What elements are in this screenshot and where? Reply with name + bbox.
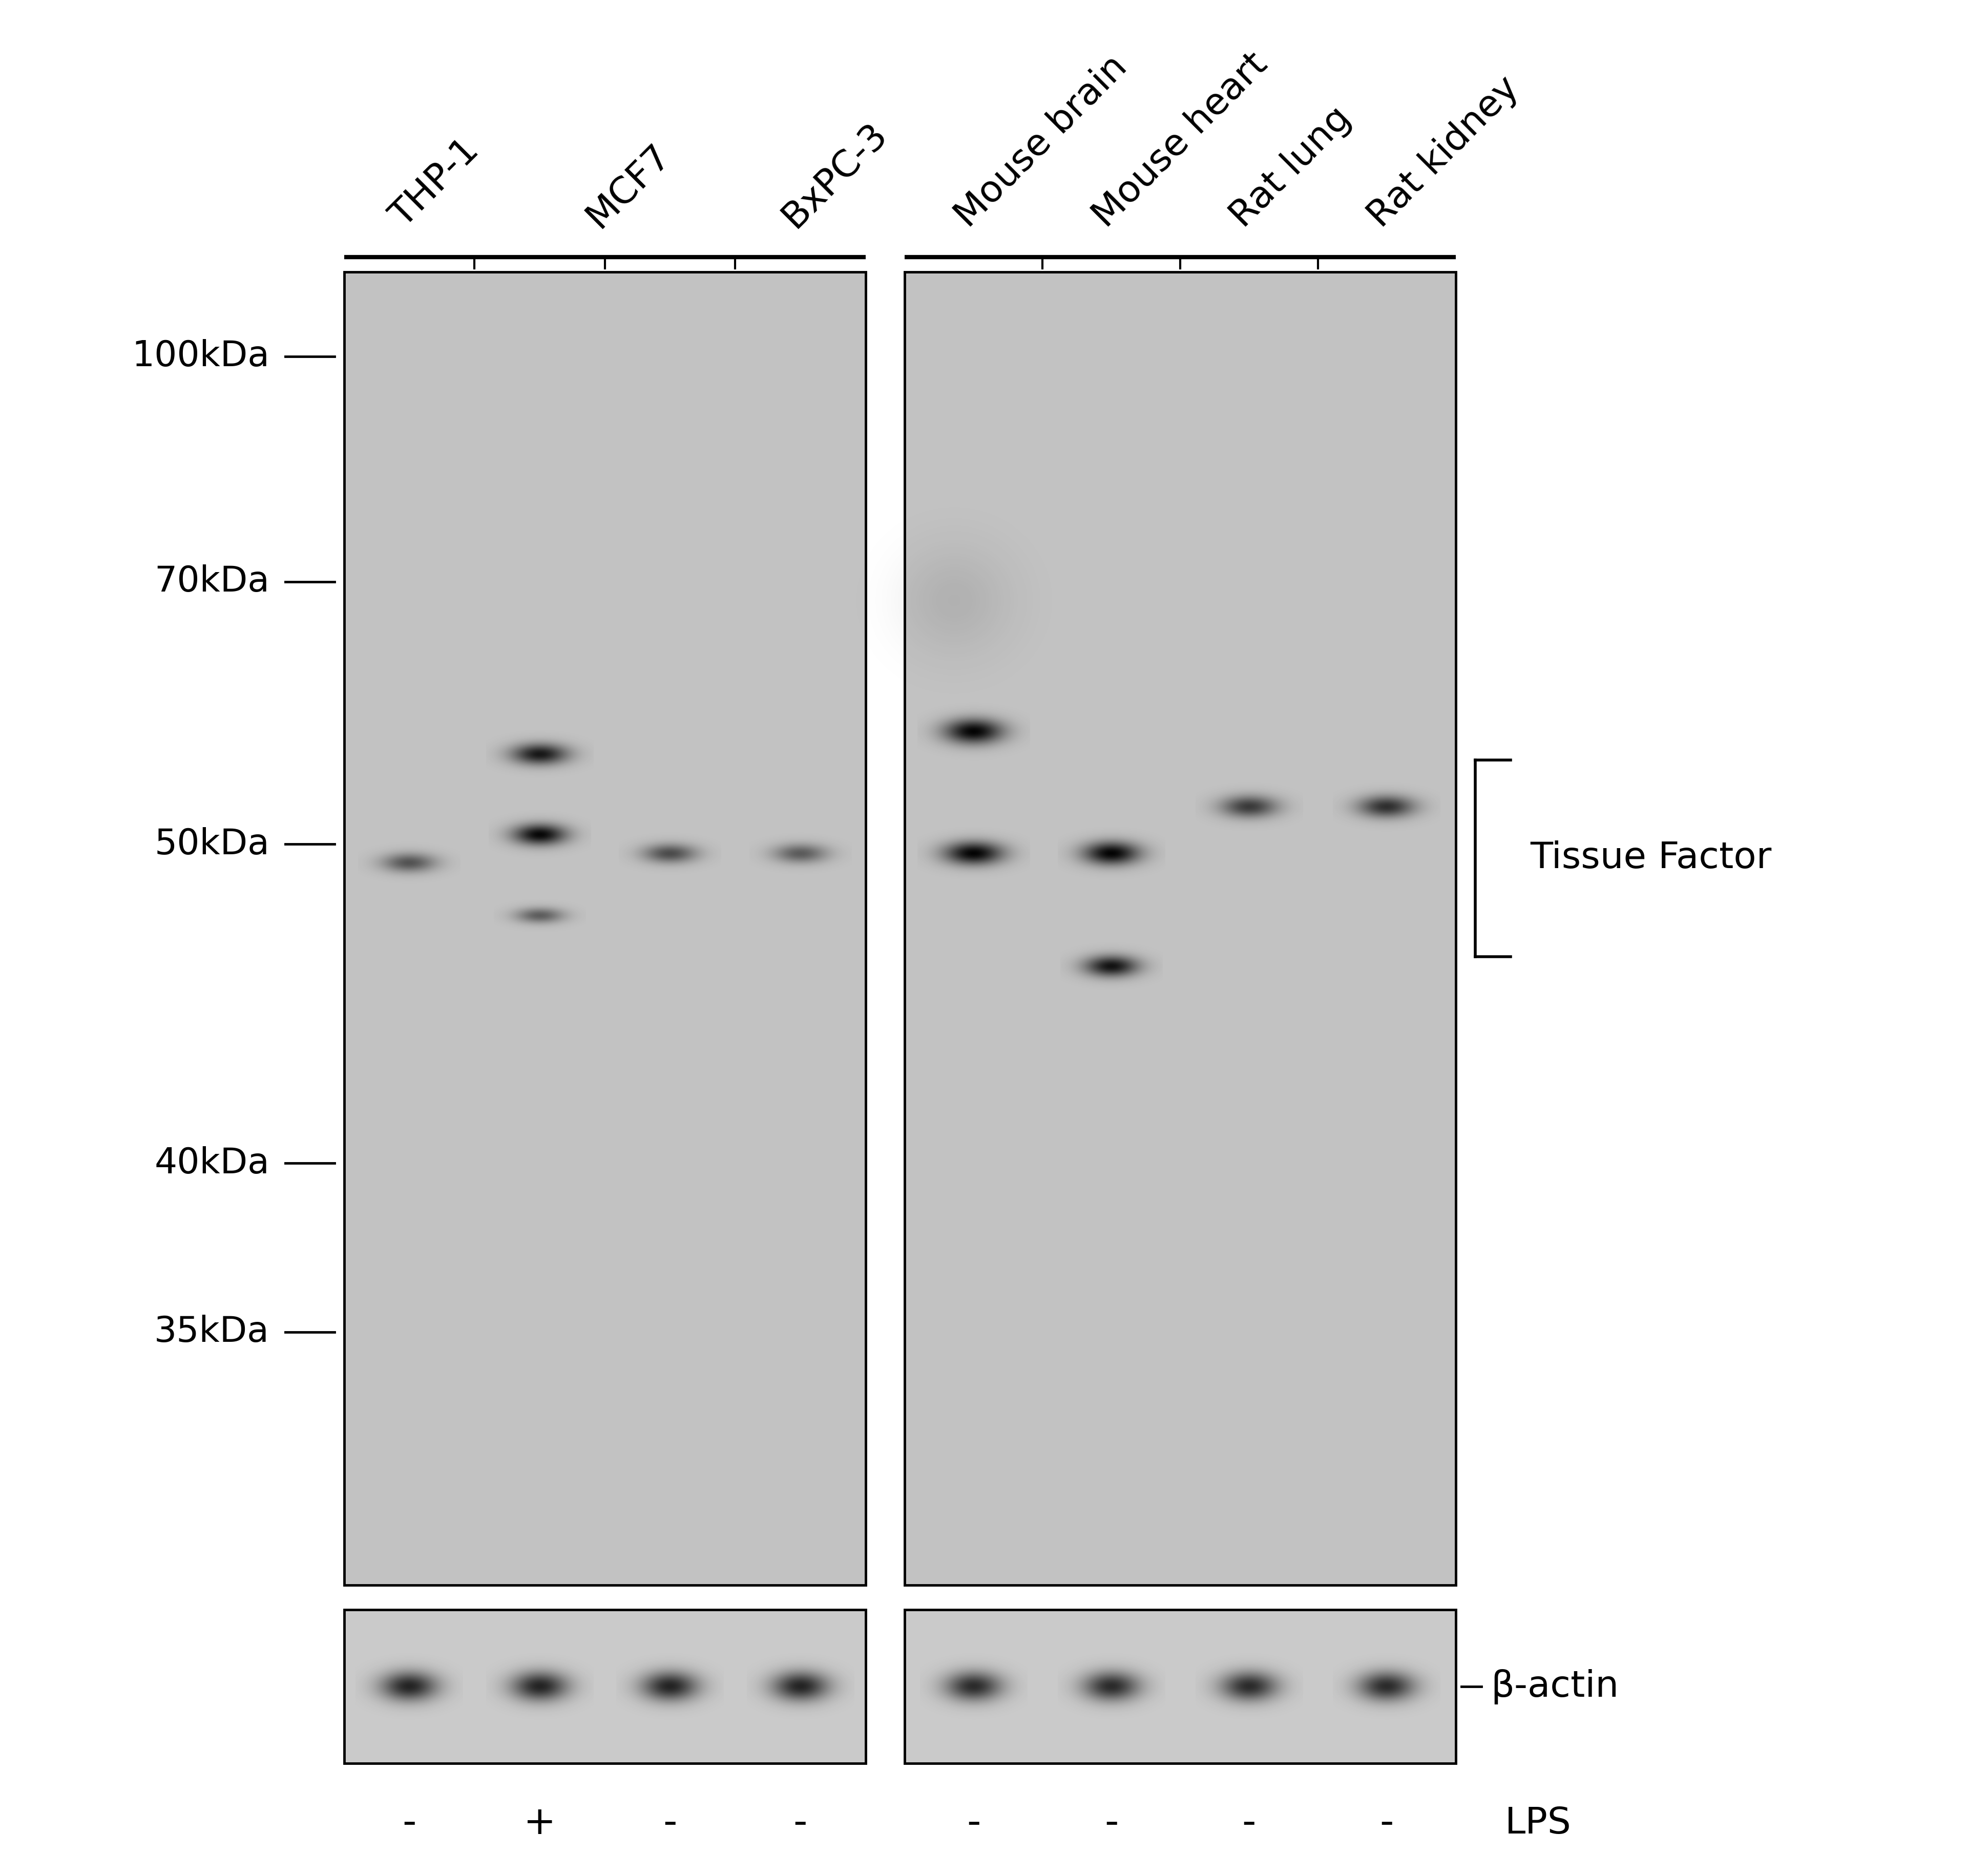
Text: 70kDa: 70kDa <box>153 565 269 598</box>
Text: BxPC-3: BxPC-3 <box>775 116 893 235</box>
Text: Rat kidney: Rat kidney <box>1361 69 1526 235</box>
Text: 40kDa: 40kDa <box>153 1146 269 1180</box>
Text: -: - <box>663 1805 677 1842</box>
Text: Tissue Factor: Tissue Factor <box>1530 840 1772 876</box>
Text: -: - <box>1379 1805 1395 1842</box>
Text: MCF7: MCF7 <box>580 137 677 235</box>
Text: Rat lung: Rat lung <box>1223 99 1359 235</box>
Text: THP-1: THP-1 <box>384 133 486 235</box>
Bar <box>344 272 865 1585</box>
Text: Mouse heart: Mouse heart <box>1086 47 1275 235</box>
Bar <box>905 272 1456 1585</box>
Text: -: - <box>403 1805 417 1842</box>
Bar <box>905 1610 1456 1763</box>
Text: -: - <box>1103 1805 1119 1842</box>
Text: 35kDa: 35kDa <box>153 1315 269 1349</box>
Bar <box>344 1610 865 1763</box>
Text: -: - <box>1241 1805 1257 1842</box>
Text: LPS: LPS <box>1505 1807 1572 1840</box>
Text: β-actin: β-actin <box>1491 1670 1619 1703</box>
Text: -: - <box>793 1805 806 1842</box>
Text: +: + <box>523 1805 557 1842</box>
Text: -: - <box>966 1805 982 1842</box>
Text: Mouse brain: Mouse brain <box>948 49 1135 235</box>
Text: 100kDa: 100kDa <box>132 340 269 373</box>
Text: 50kDa: 50kDa <box>153 827 269 861</box>
